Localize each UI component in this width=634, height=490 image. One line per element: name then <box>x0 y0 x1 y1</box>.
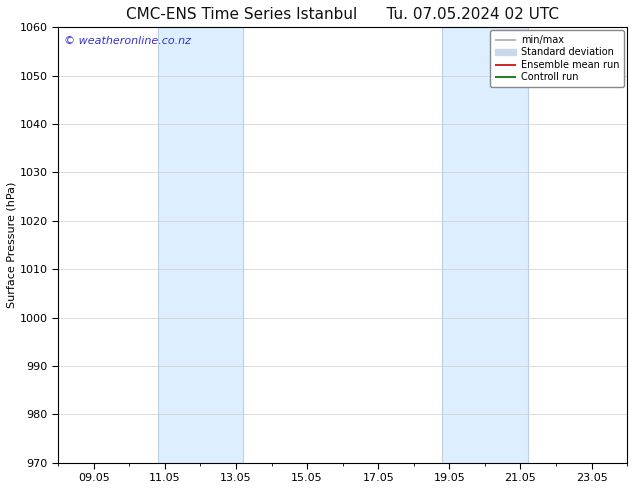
Bar <box>442 27 527 463</box>
Bar <box>158 27 243 463</box>
Text: © weatheronline.co.nz: © weatheronline.co.nz <box>64 36 191 46</box>
Y-axis label: Surface Pressure (hPa): Surface Pressure (hPa) <box>7 182 17 308</box>
Title: CMC-ENS Time Series Istanbul      Tu. 07.05.2024 02 UTC: CMC-ENS Time Series Istanbul Tu. 07.05.2… <box>126 7 559 22</box>
Legend: min/max, Standard deviation, Ensemble mean run, Controll run: min/max, Standard deviation, Ensemble me… <box>489 30 624 87</box>
